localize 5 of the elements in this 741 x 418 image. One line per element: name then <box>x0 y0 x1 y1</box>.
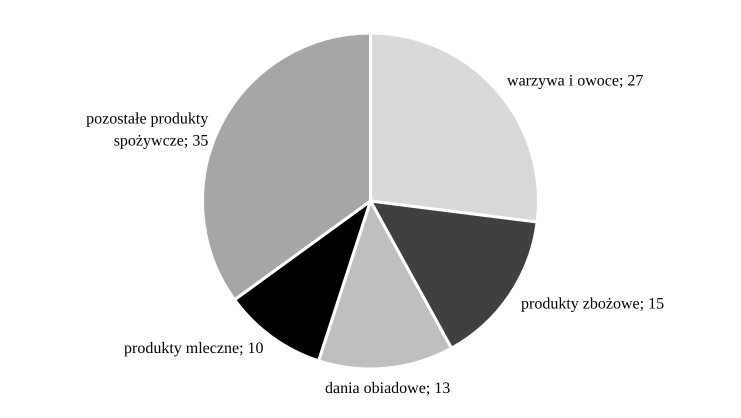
slice-label: warzywa i owoce; 27 <box>507 72 644 90</box>
slice-label: pozostałe produkty spożywcze; 35 <box>86 110 208 150</box>
slice-label: produkty zbożowe; 15 <box>521 295 664 312</box>
slice-label: produkty mleczne; 10 <box>124 340 264 358</box>
slice-label: dania obiadowe; 13 <box>324 380 450 398</box>
